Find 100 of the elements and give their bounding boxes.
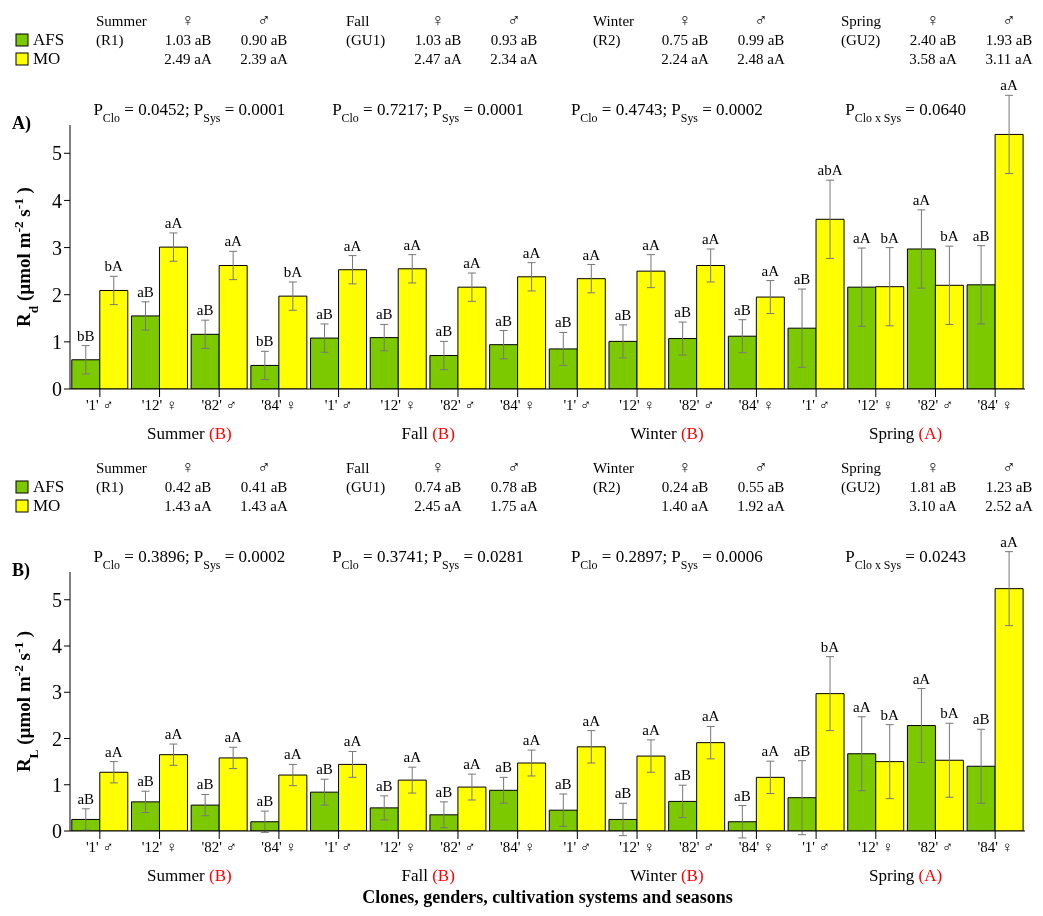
text: 2.24 aA (661, 51, 709, 67)
text: ♂ (1002, 10, 1016, 30)
x-tick-label: '1' ♂ (85, 838, 114, 855)
x-tick-label: '84' ♀ (261, 838, 297, 855)
data-label: bA (940, 228, 959, 245)
data-label: aB (375, 306, 393, 323)
text: Winter (630, 866, 677, 885)
x-tick-label: '12' ♀ (380, 838, 416, 855)
x-tick-label: '12' ♀ (858, 396, 894, 413)
text: Summer (147, 866, 206, 885)
text: 1.43 aA (240, 498, 288, 514)
x-tick-label: '1' ♂ (563, 396, 592, 413)
text: 2.40 aB (909, 32, 957, 48)
x-tick-label: '1' ♂ (324, 396, 353, 413)
y-tick-label: 5 (52, 588, 62, 611)
text: 0.74 aB (414, 479, 462, 495)
text: 2.45 aA (414, 498, 462, 514)
text: 1.93 aB (985, 32, 1033, 48)
text: (B) (204, 424, 232, 443)
text: 2.34 aA (490, 51, 538, 67)
data-label: aA (403, 749, 422, 766)
text: ♀ (926, 10, 940, 30)
annotation: P$_{Clo}$ = 0.3741; P$_{Sys}$ = 0.0281 (332, 547, 525, 572)
data-label: aB (435, 323, 453, 340)
data-label: aB (137, 283, 154, 300)
data-label: aA (343, 733, 362, 750)
text: (B) (427, 866, 455, 885)
text: Winter (593, 460, 635, 476)
data-label: bA (820, 638, 840, 655)
text: Winter (593, 13, 635, 29)
x-tick-label: '82' ♂ (440, 838, 476, 855)
text: 2.48 aA (737, 51, 785, 67)
x-tick-label: '82' ♂ (917, 396, 954, 413)
text: (GU2) (841, 32, 881, 49)
x-tick-label: '12' ♀ (141, 396, 178, 413)
text: (A) (914, 424, 943, 443)
data-label: aB (972, 711, 990, 728)
text: P$_{Clo}$ = 0.7217; P$_{Sys}$ = 0.0001 (332, 100, 525, 125)
text: (GU2) (841, 479, 881, 496)
x-tick-label: '82' ♂ (679, 838, 715, 855)
x-tick-label: '82' ♂ (440, 396, 476, 413)
data-label: aB (316, 305, 333, 322)
text: 0.90 aB (240, 32, 288, 48)
y-tick-label: 0 (52, 378, 62, 401)
x-tick-label: '84' ♀ (977, 838, 1013, 855)
text: 0.24 aB (661, 479, 709, 495)
y-tick-label: 2 (52, 283, 62, 306)
data-label: aA (164, 214, 183, 231)
y-tick-label: 4 (52, 189, 62, 212)
x-tick-label: '82' ♂ (917, 838, 954, 855)
annotation: P$_{Clo}$ = 0.3896; P$_{Sys}$ = 0.0002 (93, 547, 286, 572)
x-tick-label: '84' ♀ (499, 838, 536, 855)
text: 1.03 aB (164, 32, 212, 48)
text: ♀ (181, 10, 195, 30)
text: (R2) (593, 32, 621, 49)
data-label: bA (880, 229, 900, 246)
data-label: aB (793, 271, 811, 288)
data-label: aB (495, 759, 512, 776)
text: 3.10 aA (909, 498, 957, 514)
data-label: aA (582, 712, 601, 729)
data-label: aA (403, 236, 422, 253)
text: ♀ (431, 10, 445, 30)
text: Winter (630, 424, 677, 443)
y-tick-label: 1 (52, 330, 62, 353)
text: (A) (914, 866, 943, 885)
data-label: aB (435, 783, 453, 800)
text: Spring (841, 460, 882, 476)
data-label: aA (852, 698, 871, 715)
text: 0.75 aB (661, 32, 709, 48)
data-label: aA (642, 721, 660, 738)
text: Spring (869, 866, 915, 885)
x-tick-label: '12' ♀ (380, 396, 416, 413)
text: 1.75 aA (490, 498, 538, 514)
text: 0.93 aB (490, 32, 538, 48)
data-label: aB (972, 227, 990, 244)
data-label: aA (164, 726, 183, 743)
text: 2.39 aA (240, 51, 288, 67)
data-label: aB (316, 761, 333, 778)
legend-label: MO (33, 49, 61, 68)
text: Fall (401, 866, 429, 885)
text: ♀ (431, 457, 445, 477)
x-tick-label: '1' ♂ (563, 838, 592, 855)
legend-label: MO (33, 496, 61, 515)
text: 0.78 aB (490, 479, 538, 495)
data-label: aA (852, 230, 871, 247)
text: (R1) (96, 479, 124, 496)
text: (GU1) (346, 479, 386, 496)
x-tick-label: '82' ♂ (679, 396, 715, 413)
data-label: aB (734, 301, 751, 318)
data-label: bB (256, 333, 274, 350)
text: ♀ (181, 457, 195, 477)
x-tick-label: '1' ♂ (324, 838, 353, 855)
text: 2.49 aA (164, 51, 212, 67)
text: ♂ (507, 10, 521, 30)
x-tick-label: '84' ♀ (499, 396, 536, 413)
data-label: bB (77, 327, 95, 344)
annotation: P$_{Clo}$ = 0.2897; P$_{Sys}$ = 0.0006 (570, 547, 763, 572)
data-label: aB (196, 302, 214, 319)
text: (B) (676, 424, 704, 443)
data-label: aA (105, 743, 123, 760)
